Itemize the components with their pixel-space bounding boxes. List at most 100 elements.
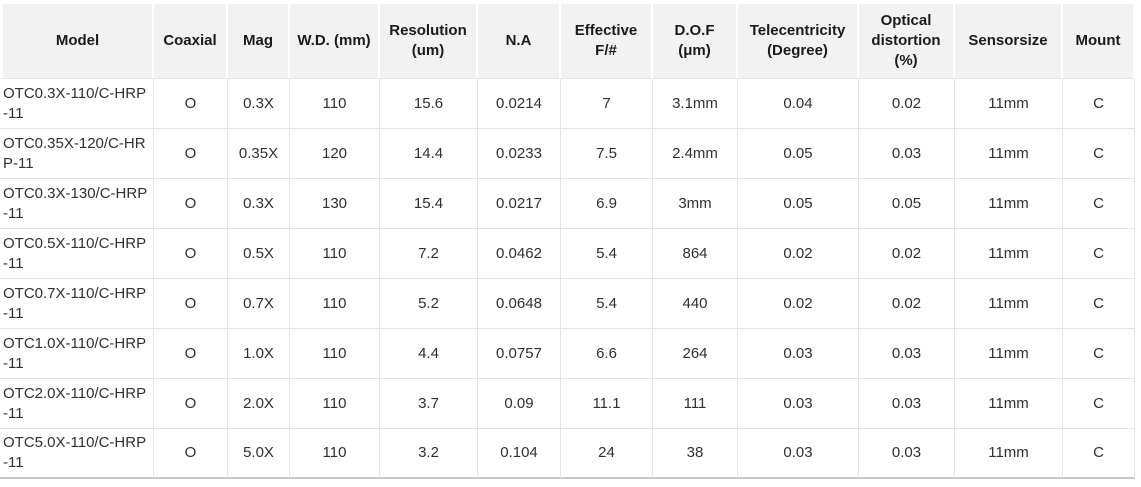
cell-model: OTC1.0X-110/C-HRP-11 xyxy=(0,329,154,379)
cell-model: OTC0.7X-110/C-HRP-11 xyxy=(0,279,154,329)
cell-mag: 0.7X xyxy=(228,279,290,329)
cell-mount: C xyxy=(1063,129,1135,179)
column-header-telecentricity: Telecentricity (Degree) xyxy=(738,4,859,79)
cell-distortion: 0.02 xyxy=(859,229,955,279)
cell-mag: 2.0X xyxy=(228,379,290,429)
cell-dof: 38 xyxy=(653,429,738,479)
cell-mount: C xyxy=(1063,329,1135,379)
column-header-effective-f: Effective F/# xyxy=(561,4,653,79)
cell-telecentricity: 0.05 xyxy=(738,179,859,229)
cell-coaxial: O xyxy=(154,279,228,329)
column-header-dof: D.O.F (μm) xyxy=(653,4,738,79)
cell-dof: 864 xyxy=(653,229,738,279)
cell-distortion: 0.02 xyxy=(859,79,955,129)
cell-resolution: 14.4 xyxy=(380,129,478,179)
column-header-mount: Mount xyxy=(1063,4,1135,79)
cell-na: 0.0757 xyxy=(478,329,561,379)
table-row: OTC0.5X-110/C-HRP-11 O 0.5X 110 7.2 0.0462 5.4… xyxy=(0,229,1135,279)
cell-distortion: 0.02 xyxy=(859,279,955,329)
cell-mag: 0.5X xyxy=(228,229,290,279)
cell-telecentricity: 0.04 xyxy=(738,79,859,129)
cell-effective-f: 7.5 xyxy=(561,129,653,179)
cell-effective-f: 5.4 xyxy=(561,229,653,279)
cell-wd: 120 xyxy=(290,129,380,179)
cell-coaxial: O xyxy=(154,329,228,379)
table-row: OTC1.0X-110/C-HRP-11 O 1.0X 110 4.4 0.0757 6.6… xyxy=(0,329,1135,379)
cell-na: 0.09 xyxy=(478,379,561,429)
cell-sensorsize: 11mm xyxy=(955,279,1063,329)
cell-na: 0.0648 xyxy=(478,279,561,329)
cell-coaxial: O xyxy=(154,79,228,129)
cell-mount: C xyxy=(1063,429,1135,479)
cell-coaxial: O xyxy=(154,379,228,429)
cell-telecentricity: 0.03 xyxy=(738,429,859,479)
column-header-model: Model xyxy=(0,4,154,79)
cell-sensorsize: 11mm xyxy=(955,379,1063,429)
cell-distortion: 0.05 xyxy=(859,179,955,229)
cell-na: 0.0233 xyxy=(478,129,561,179)
cell-model: OTC0.35X-120/C-HRP-11 xyxy=(0,129,154,179)
cell-coaxial: O xyxy=(154,179,228,229)
cell-wd: 110 xyxy=(290,279,380,329)
cell-model: OTC0.3X-130/C-HRP-11 xyxy=(0,179,154,229)
header-row: Model Coaxial Mag W.D. (mm) Resolution (… xyxy=(0,4,1135,79)
cell-na: 0.104 xyxy=(478,429,561,479)
table-row: OTC0.7X-110/C-HRP-11 O 0.7X 110 5.2 0.0648 5.4… xyxy=(0,279,1135,329)
cell-mag: 0.35X xyxy=(228,129,290,179)
cell-effective-f: 24 xyxy=(561,429,653,479)
cell-mag: 1.0X xyxy=(228,329,290,379)
cell-effective-f: 6.6 xyxy=(561,329,653,379)
cell-resolution: 3.2 xyxy=(380,429,478,479)
column-header-mag: Mag xyxy=(228,4,290,79)
cell-coaxial: O xyxy=(154,129,228,179)
cell-mount: C xyxy=(1063,379,1135,429)
cell-sensorsize: 11mm xyxy=(955,229,1063,279)
cell-dof: 2.4mm xyxy=(653,129,738,179)
cell-distortion: 0.03 xyxy=(859,329,955,379)
cell-mag: 0.3X xyxy=(228,79,290,129)
column-header-distortion: Optical distortion (%) xyxy=(859,4,955,79)
cell-resolution: 4.4 xyxy=(380,329,478,379)
cell-telecentricity: 0.02 xyxy=(738,279,859,329)
column-header-wd: W.D. (mm) xyxy=(290,4,380,79)
table-row: OTC0.35X-120/C-HRP-11 O 0.35X 120 14.4 0.0233… xyxy=(0,129,1135,179)
cell-mag: 5.0X xyxy=(228,429,290,479)
cell-wd: 110 xyxy=(290,379,380,429)
cell-sensorsize: 11mm xyxy=(955,79,1063,129)
cell-telecentricity: 0.03 xyxy=(738,329,859,379)
cell-na: 0.0217 xyxy=(478,179,561,229)
cell-telecentricity: 0.02 xyxy=(738,229,859,279)
cell-effective-f: 7 xyxy=(561,79,653,129)
cell-mag: 0.3X xyxy=(228,179,290,229)
cell-resolution: 5.2 xyxy=(380,279,478,329)
cell-model: OTC0.5X-110/C-HRP-11 xyxy=(0,229,154,279)
cell-mount: C xyxy=(1063,179,1135,229)
cell-mount: C xyxy=(1063,79,1135,129)
cell-model: OTC5.0X-110/C-HRP-11 xyxy=(0,429,154,479)
cell-sensorsize: 11mm xyxy=(955,429,1063,479)
table-row: OTC0.3X-110/C-HRP-11 O 0.3X 110 15.6 0.0214 7 3… xyxy=(0,79,1135,129)
column-header-na: N.A xyxy=(478,4,561,79)
cell-resolution: 3.7 xyxy=(380,379,478,429)
column-header-resolution: Resolution (um) xyxy=(380,4,478,79)
cell-dof: 3.1mm xyxy=(653,79,738,129)
cell-distortion: 0.03 xyxy=(859,429,955,479)
cell-wd: 110 xyxy=(290,79,380,129)
cell-na: 0.0462 xyxy=(478,229,561,279)
cell-wd: 110 xyxy=(290,429,380,479)
cell-wd: 110 xyxy=(290,329,380,379)
cell-coaxial: O xyxy=(154,229,228,279)
column-header-coaxial: Coaxial xyxy=(154,4,228,79)
cell-distortion: 0.03 xyxy=(859,379,955,429)
lens-spec-table: Model Coaxial Mag W.D. (mm) Resolution (… xyxy=(0,4,1135,479)
cell-coaxial: O xyxy=(154,429,228,479)
cell-sensorsize: 11mm xyxy=(955,329,1063,379)
cell-resolution: 7.2 xyxy=(380,229,478,279)
cell-na: 0.0214 xyxy=(478,79,561,129)
cell-model: OTC0.3X-110/C-HRP-11 xyxy=(0,79,154,129)
cell-resolution: 15.4 xyxy=(380,179,478,229)
cell-wd: 110 xyxy=(290,229,380,279)
cell-mount: C xyxy=(1063,279,1135,329)
cell-effective-f: 6.9 xyxy=(561,179,653,229)
cell-telecentricity: 0.03 xyxy=(738,379,859,429)
